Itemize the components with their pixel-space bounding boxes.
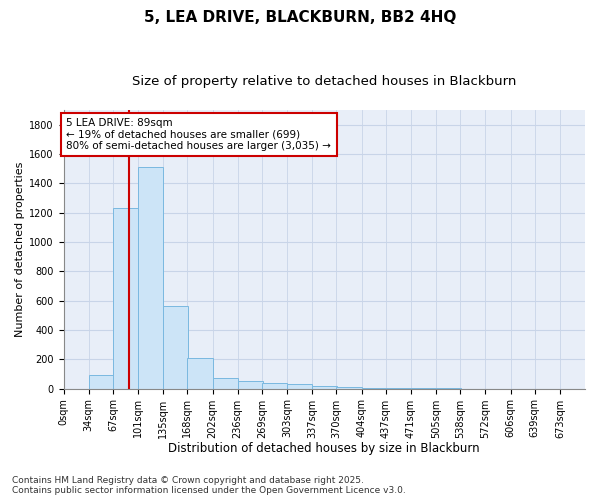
Text: Contains HM Land Registry data © Crown copyright and database right 2025.
Contai: Contains HM Land Registry data © Crown c… <box>12 476 406 495</box>
Title: Size of property relative to detached houses in Blackburn: Size of property relative to detached ho… <box>132 75 517 88</box>
Bar <box>238 382 263 388</box>
Text: 5, LEA DRIVE, BLACKBURN, BB2 4HQ: 5, LEA DRIVE, BLACKBURN, BB2 4HQ <box>144 10 456 25</box>
Bar <box>312 386 337 388</box>
Bar <box>212 378 238 388</box>
Bar <box>287 384 312 388</box>
Bar <box>89 374 113 388</box>
Bar <box>163 306 188 388</box>
Bar <box>337 387 362 388</box>
Text: 5 LEA DRIVE: 89sqm
← 19% of detached houses are smaller (699)
80% of semi-detach: 5 LEA DRIVE: 89sqm ← 19% of detached hou… <box>67 118 331 152</box>
X-axis label: Distribution of detached houses by size in Blackburn: Distribution of detached houses by size … <box>169 442 480 455</box>
Bar <box>187 358 212 388</box>
Bar <box>138 167 163 388</box>
Bar <box>262 382 287 388</box>
Y-axis label: Number of detached properties: Number of detached properties <box>15 162 25 337</box>
Bar <box>113 208 138 388</box>
